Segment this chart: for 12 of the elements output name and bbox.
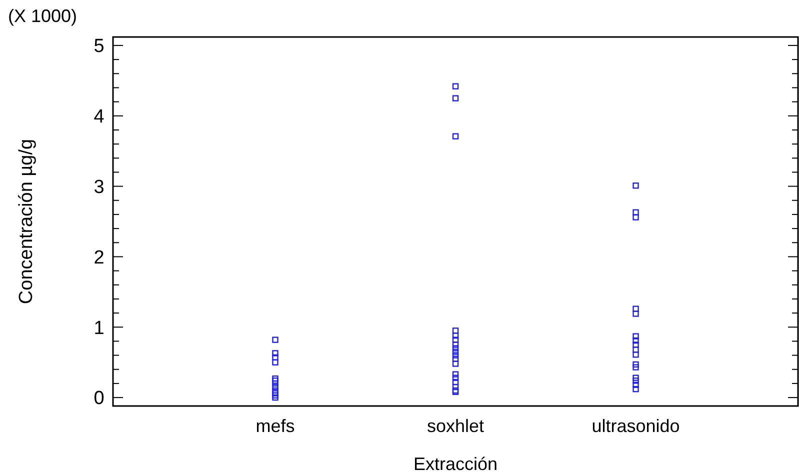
x-tick-label: ultrasonido	[592, 416, 680, 436]
x-tick-label: soxhlet	[426, 416, 484, 436]
x-tick-label: mefs	[256, 416, 295, 436]
y-tick-label: 1	[94, 318, 104, 339]
x-axis-title: Extracción	[413, 454, 498, 474]
y-tick-label: 4	[94, 106, 105, 128]
y-tick-label: 0	[94, 388, 104, 410]
y-tick-label: 2	[94, 247, 104, 268]
y-tick-label: 3	[94, 176, 104, 198]
y-axis-title: Concentración µg/g	[16, 138, 37, 304]
y-tick-label: 5	[94, 36, 104, 58]
text: (X 1000)	[8, 6, 78, 26]
